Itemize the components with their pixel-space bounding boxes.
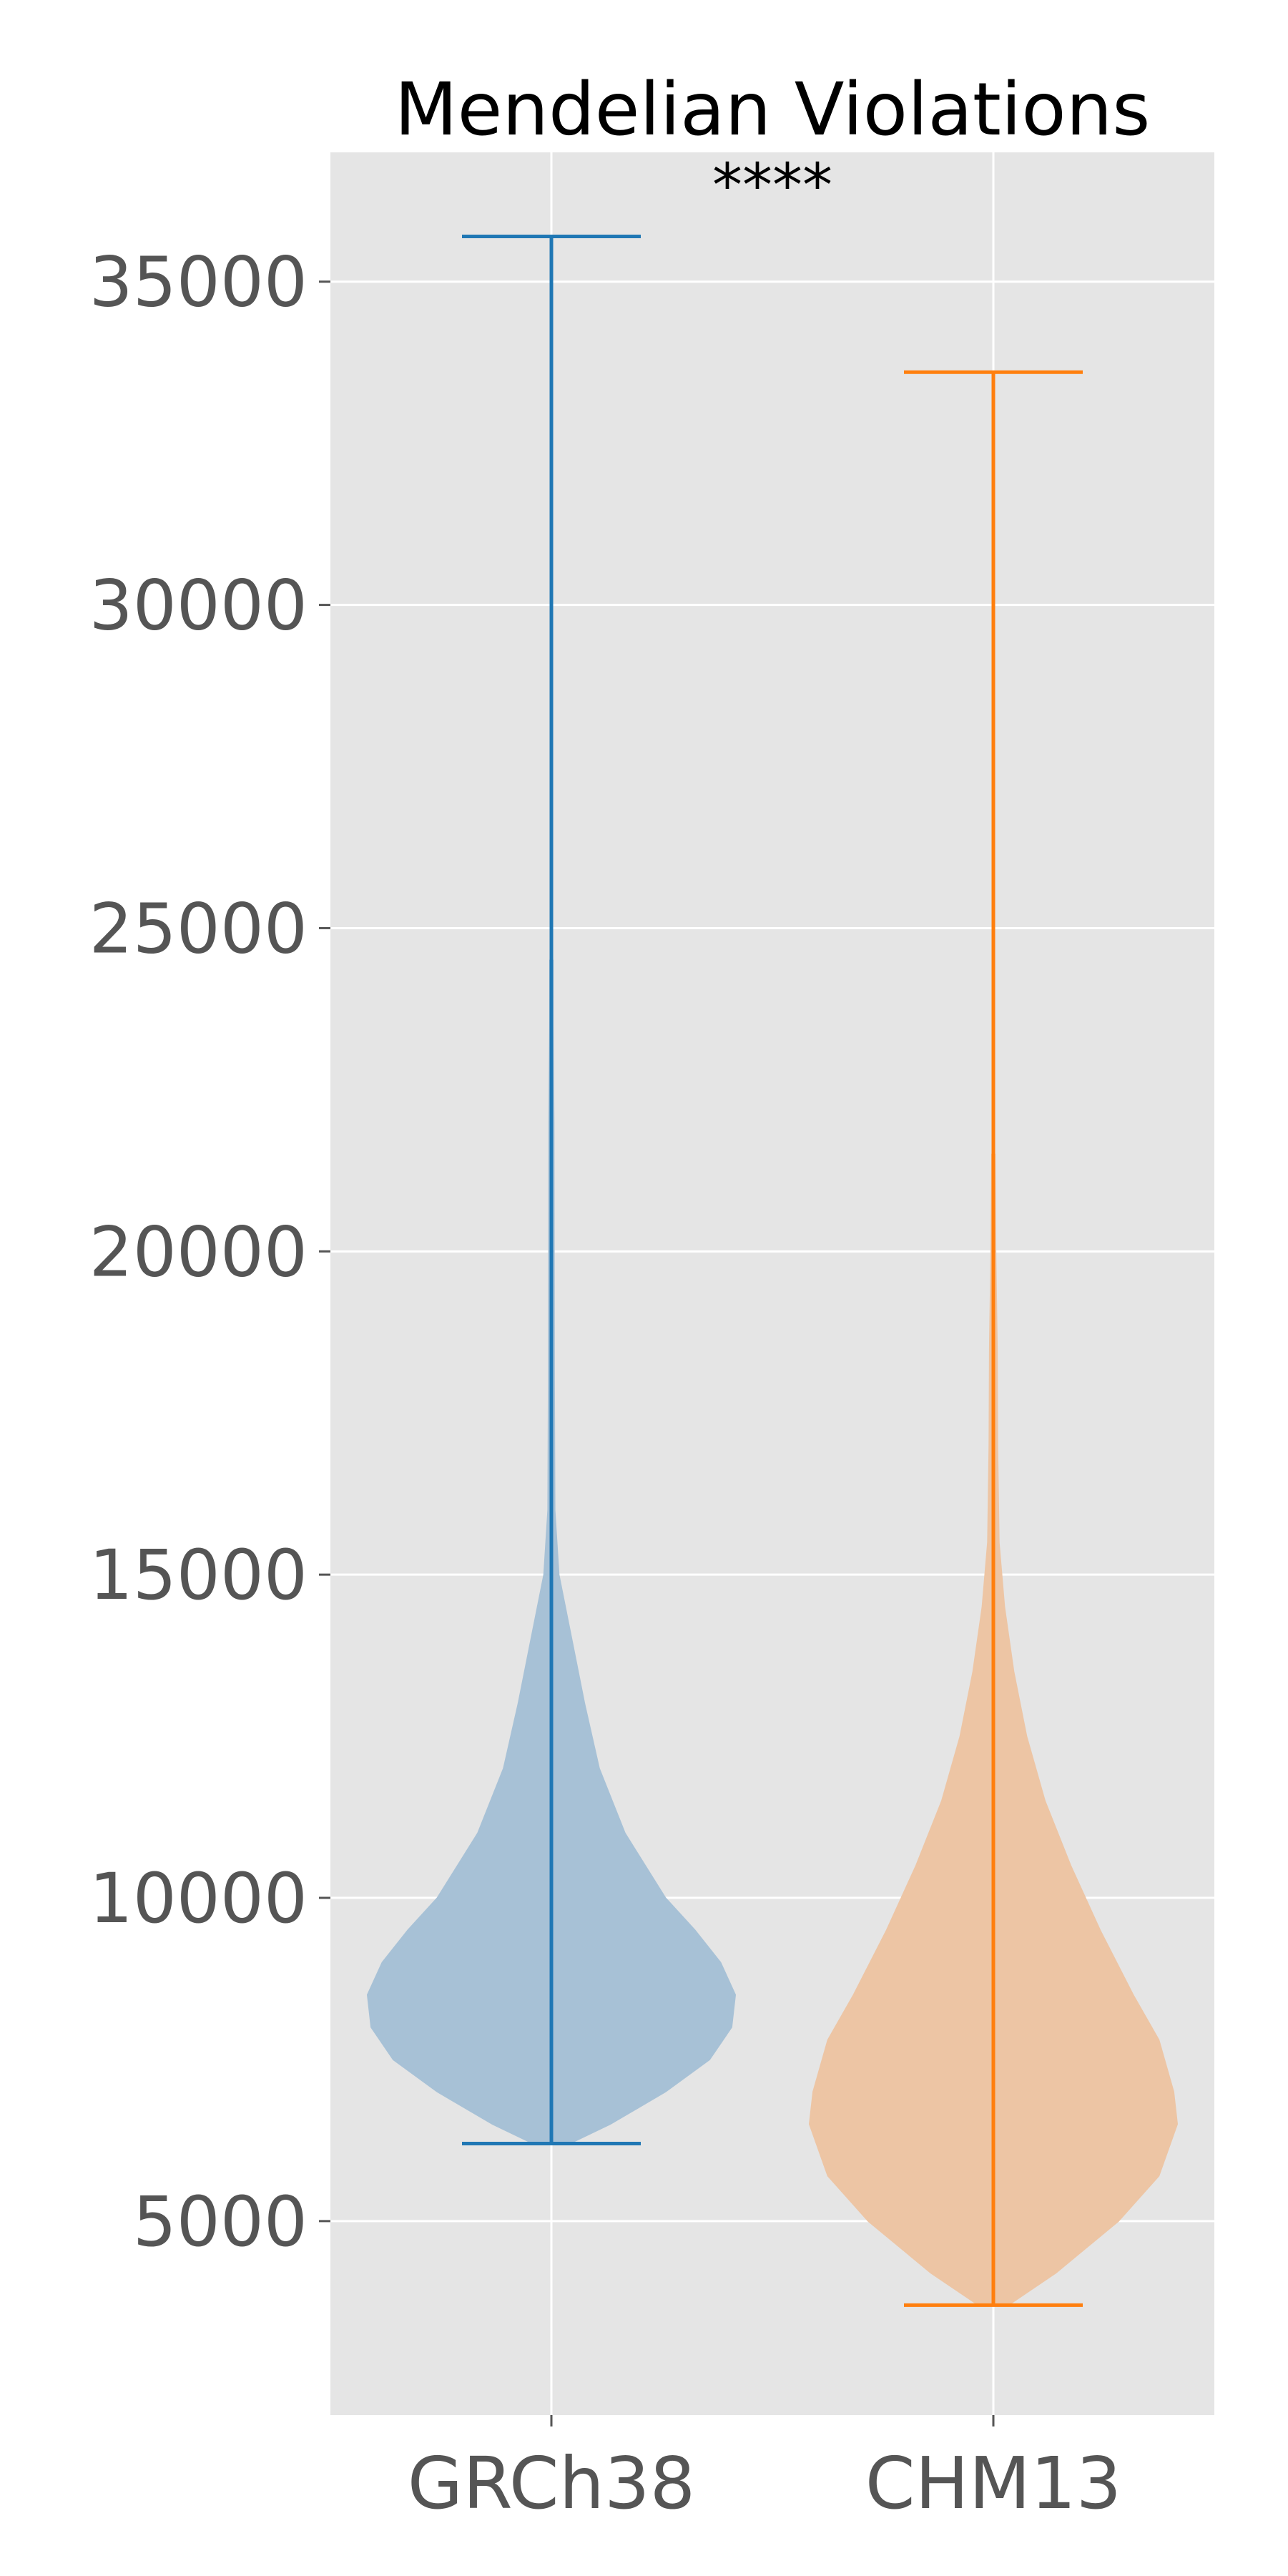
chart-title: Mendelian Violations <box>395 67 1151 152</box>
y-tick-label: 25000 <box>89 888 308 969</box>
y-tick-label: 15000 <box>89 1535 308 1615</box>
y-tick-label: 5000 <box>133 2182 308 2262</box>
x-axis-ticks: GRCh38 CHM13 <box>408 2415 1122 2525</box>
y-axis-ticks: 5000 10000 15000 20000 25000 30000 35000 <box>89 243 330 2262</box>
y-tick-label: 10000 <box>89 1858 308 1939</box>
y-tick-label: 30000 <box>89 566 308 646</box>
y-tick-label: 35000 <box>89 243 308 323</box>
x-tick-label: GRCh38 <box>408 2442 695 2525</box>
significance-annotation: **** <box>712 150 832 220</box>
x-tick-label: CHM13 <box>865 2442 1122 2525</box>
y-tick-label: 20000 <box>89 1212 308 1292</box>
violins <box>366 234 1179 2307</box>
